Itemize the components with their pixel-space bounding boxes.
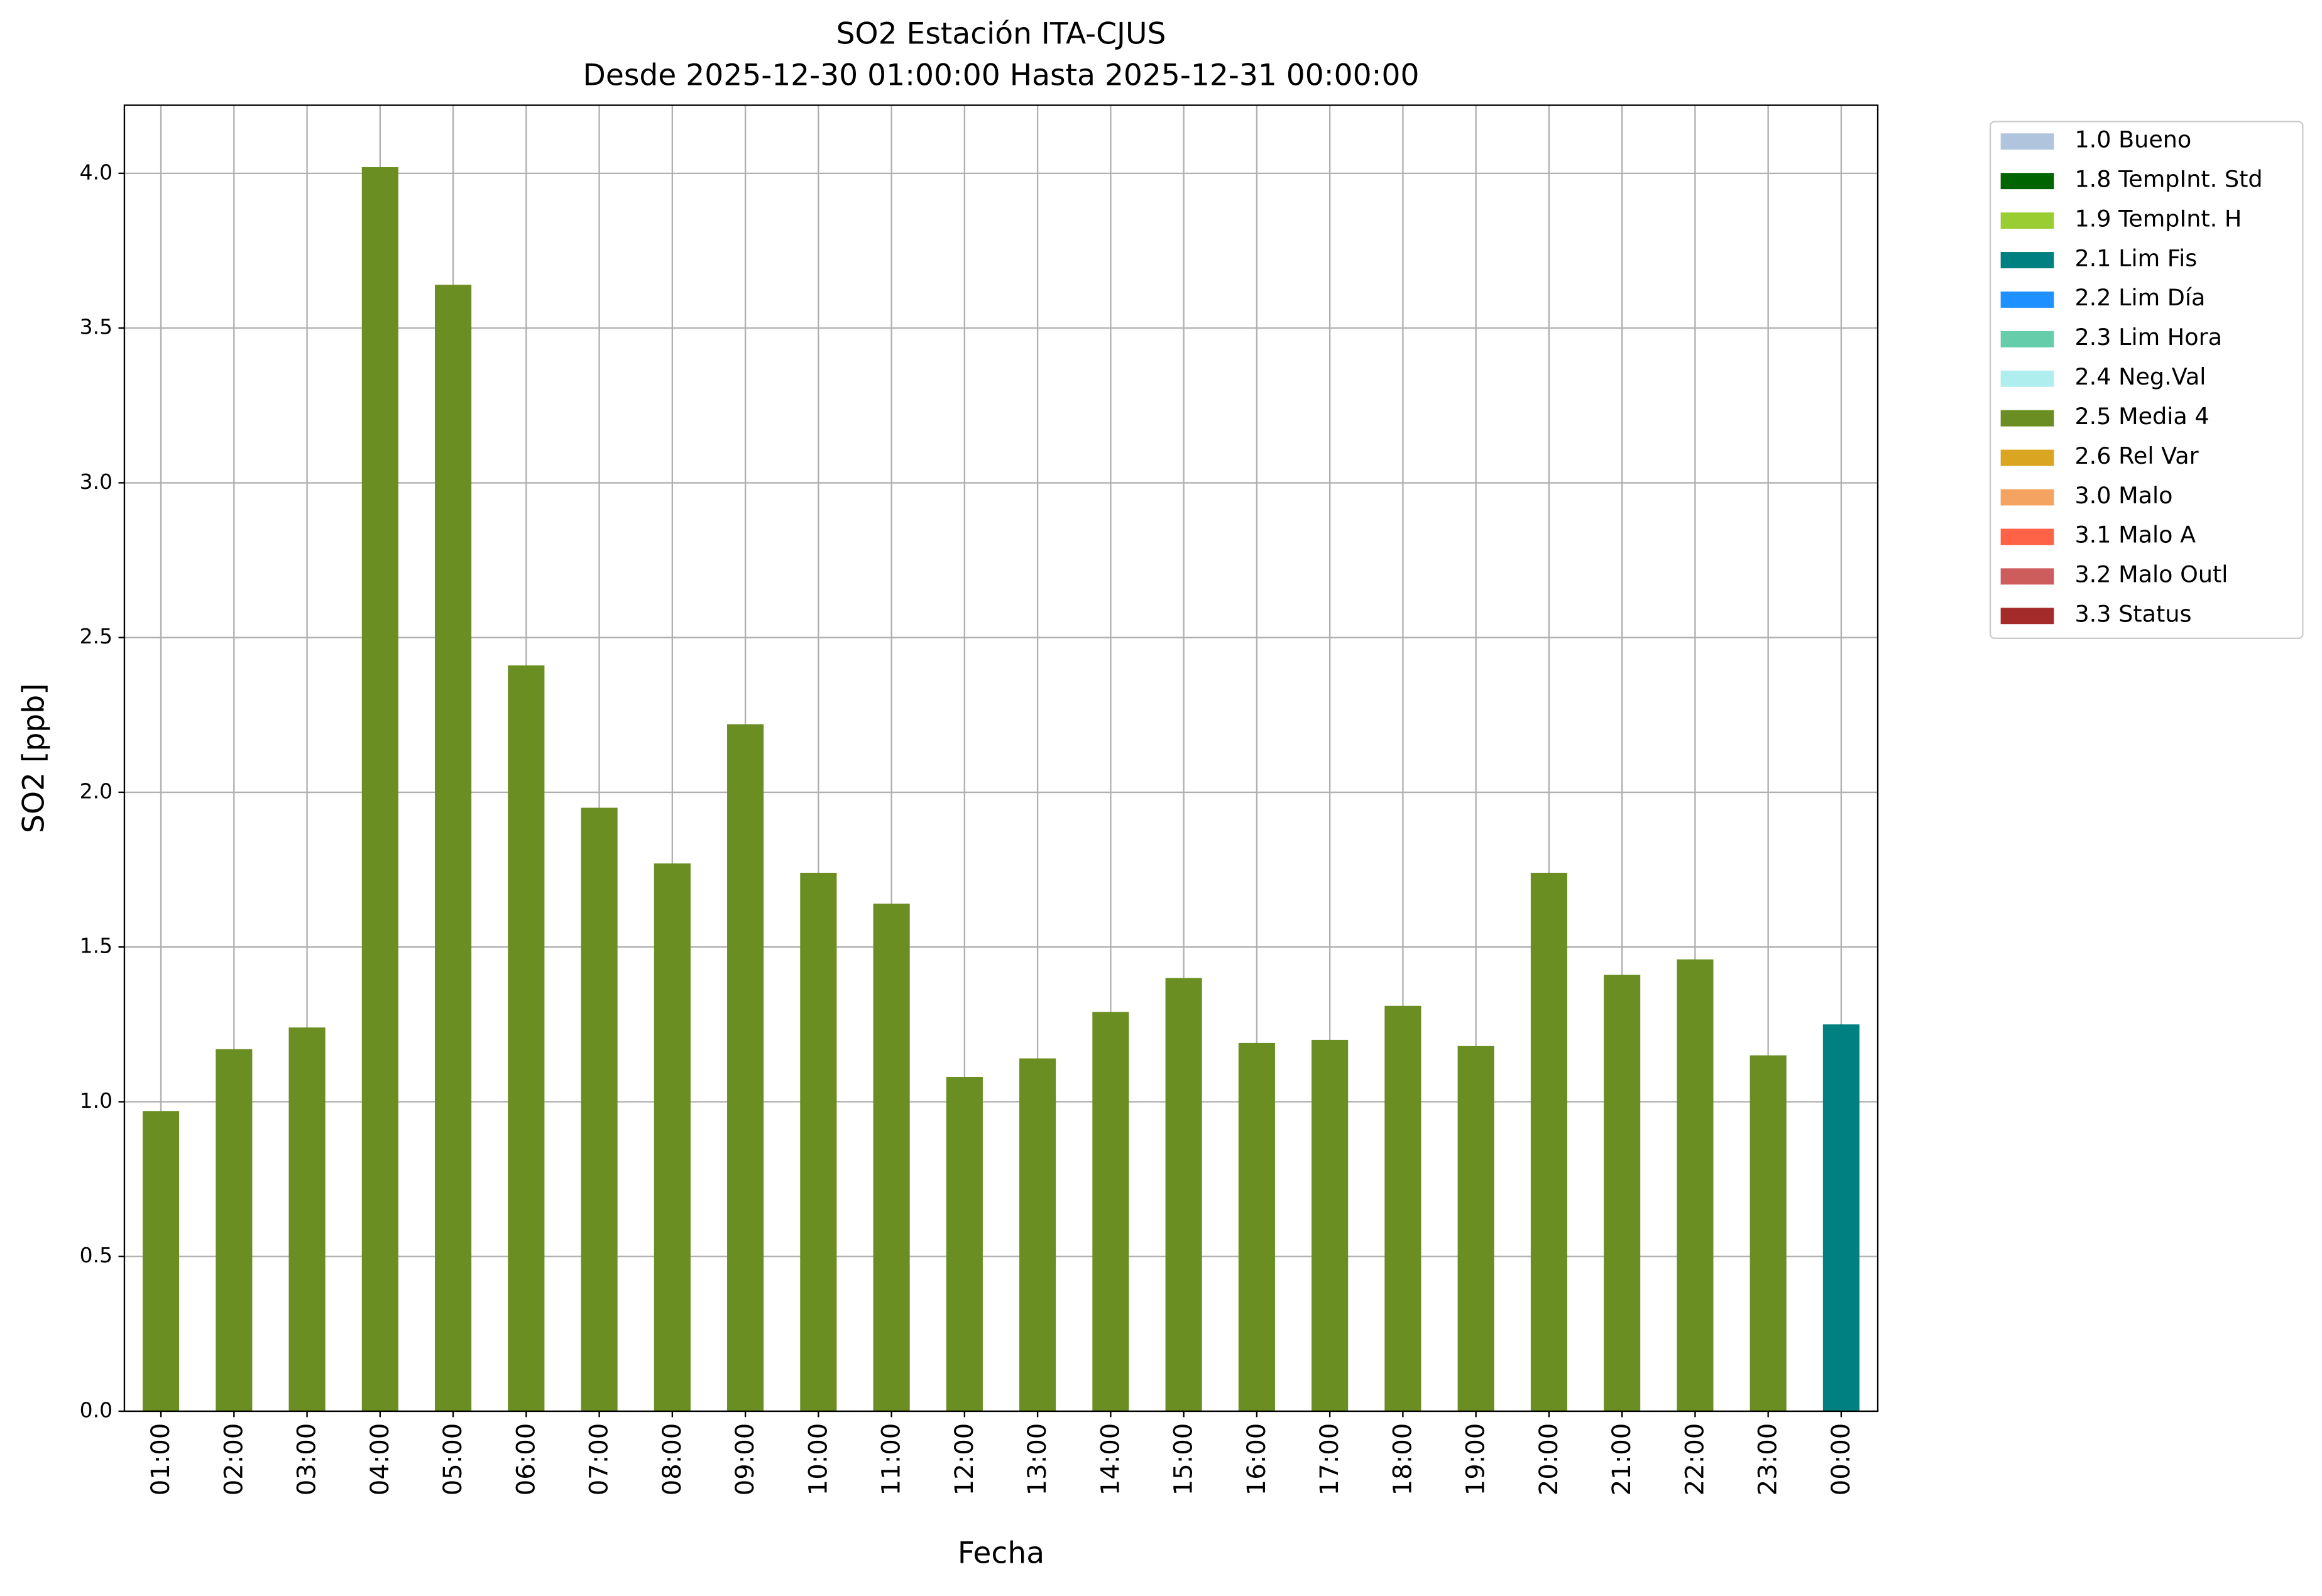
- bar: [800, 872, 837, 1411]
- x-tick-label: 10:00: [804, 1423, 833, 1495]
- legend-label: 2.6 Rel Var: [2074, 442, 2199, 469]
- y-tick-label: 3.5: [80, 315, 112, 339]
- chart-title: SO2 Estación ITA-CJUS: [836, 17, 1166, 52]
- legend-swatch: [2000, 608, 2054, 625]
- legend-swatch: [2000, 252, 2054, 268]
- legend-box: [1989, 121, 2304, 640]
- bar: [288, 1027, 326, 1411]
- bar: [1457, 1046, 1494, 1411]
- x-tick-label: 17:00: [1315, 1423, 1344, 1495]
- x-tick-label: 19:00: [1462, 1423, 1491, 1495]
- legend-label: 1.9 TempInt. H: [2074, 205, 2242, 232]
- legend-swatch: [2000, 489, 2054, 506]
- x-tick-label: 18:00: [1388, 1423, 1417, 1495]
- x-tick-label: 20:00: [1535, 1423, 1564, 1495]
- legend-label: 2.5 Media 4: [2074, 403, 2209, 430]
- bar: [1092, 1012, 1129, 1411]
- bar: [1312, 1039, 1349, 1411]
- bar: [508, 665, 545, 1411]
- legend-swatch: [2000, 133, 2054, 150]
- legend-swatch: [2000, 449, 2054, 466]
- x-tick-label: 23:00: [1754, 1423, 1783, 1495]
- y-tick-label: 1.0: [80, 1088, 112, 1113]
- x-tick-label: 07:00: [585, 1423, 614, 1495]
- x-tick-label: 03:00: [293, 1423, 322, 1495]
- legend-label: 2.4 Neg.Val: [2074, 363, 2206, 390]
- bar: [435, 285, 472, 1411]
- legend-label: 1.0 Bueno: [2074, 126, 2191, 153]
- x-axis-label: Fecha: [958, 1536, 1044, 1571]
- legend-swatch: [2000, 370, 2054, 387]
- y-axis-label: SO2 [ppb]: [17, 683, 52, 833]
- bar: [654, 863, 691, 1411]
- x-tick-label: 14:00: [1096, 1423, 1125, 1495]
- bar: [1822, 1024, 1859, 1411]
- plot-frame: [123, 104, 1879, 1413]
- x-tick-label: 01:00: [146, 1423, 175, 1495]
- chart-subtitle: Desde 2025-12-30 01:00:00 Hasta 2025-12-…: [583, 58, 1420, 93]
- legend-swatch: [2000, 212, 2054, 229]
- x-tick-label: 06:00: [512, 1423, 540, 1495]
- bar: [1384, 1005, 1421, 1411]
- y-tick-label: 0.0: [80, 1397, 112, 1422]
- legend-label: 1.8 TempInt. Std: [2074, 165, 2262, 192]
- legend-label: 3.3 Status: [2074, 601, 2191, 628]
- x-tick-label: 09:00: [731, 1423, 760, 1495]
- legend-label: 2.3 Lim Hora: [2074, 324, 2222, 351]
- legend-label: 3.2 Malo Outl: [2074, 561, 2228, 588]
- bar: [1677, 959, 1714, 1411]
- bar: [216, 1049, 253, 1411]
- legend-swatch: [2000, 568, 2054, 585]
- y-tick-label: 2.5: [80, 624, 112, 648]
- x-tick-label: 04:00: [366, 1423, 395, 1495]
- legend-label: 3.1 Malo A: [2074, 522, 2196, 549]
- x-tick-label: 05:00: [439, 1423, 468, 1495]
- bar: [946, 1077, 983, 1411]
- y-tick-label: 2.0: [80, 779, 112, 803]
- legend-label: 2.2 Lim Día: [2074, 284, 2205, 311]
- y-tick-label: 3.0: [80, 469, 112, 494]
- bar: [1530, 872, 1567, 1411]
- bar: [581, 807, 618, 1411]
- x-tick-label: 13:00: [1023, 1423, 1052, 1495]
- x-tick-label: 16:00: [1242, 1423, 1271, 1495]
- x-tick-label: 21:00: [1607, 1423, 1636, 1495]
- bar: [1750, 1055, 1787, 1411]
- bar: [1604, 975, 1641, 1411]
- bar: [727, 724, 764, 1411]
- legend-swatch: [2000, 291, 2054, 308]
- legend-swatch: [2000, 410, 2054, 427]
- x-tick-label: 15:00: [1169, 1423, 1198, 1495]
- bar: [1238, 1042, 1275, 1411]
- bar: [1165, 978, 1202, 1411]
- bar: [361, 167, 398, 1411]
- legend-swatch: [2000, 173, 2054, 190]
- y-tick-label: 1.5: [80, 934, 112, 958]
- x-tick-label: 12:00: [950, 1423, 979, 1495]
- x-tick-label: 11:00: [877, 1423, 906, 1495]
- bar: [143, 1111, 180, 1411]
- x-tick-label: 22:00: [1680, 1423, 1709, 1495]
- x-tick-label: 08:00: [658, 1423, 687, 1495]
- bar: [1019, 1058, 1056, 1411]
- legend-swatch: [2000, 331, 2054, 347]
- x-tick-label: 02:00: [219, 1423, 248, 1495]
- y-tick-label: 0.5: [80, 1243, 112, 1267]
- legend-label: 3.0 Malo: [2074, 482, 2172, 509]
- y-tick-label: 4.0: [80, 160, 112, 184]
- bar: [873, 904, 910, 1411]
- legend-label: 2.1 Lim Fis: [2074, 244, 2197, 271]
- x-tick-label: 00:00: [1827, 1423, 1856, 1495]
- legend-swatch: [2000, 528, 2054, 545]
